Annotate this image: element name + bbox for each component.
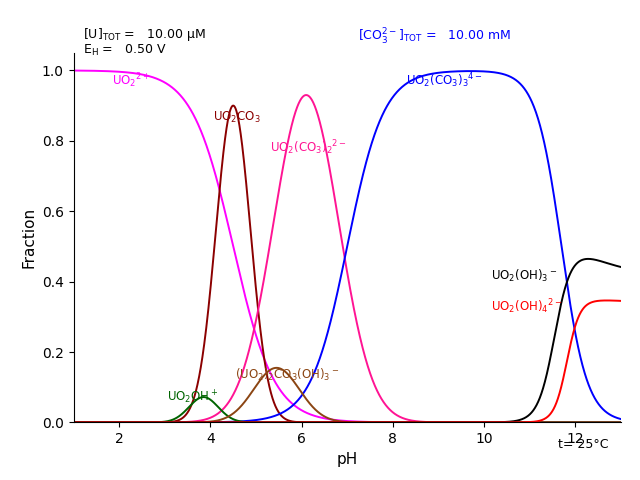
Text: t= 25°C: t= 25°C [557, 438, 608, 451]
Text: UO$_2$(OH)$_3$$^-$: UO$_2$(OH)$_3$$^-$ [491, 268, 557, 284]
Y-axis label: Fraction: Fraction [21, 207, 36, 268]
Text: UO$_2$$^{2+}$: UO$_2$$^{2+}$ [113, 72, 151, 90]
Text: (UO$_2$)$_2$CO$_3$(OH)$_3$$^-$: (UO$_2$)$_2$CO$_3$(OH)$_3$$^-$ [236, 367, 340, 383]
Text: $[\mathrm{CO}_3^{2-}]_{\mathrm{TOT}}$ =   10.00 mM: $[\mathrm{CO}_3^{2-}]_{\mathrm{TOT}}$ = … [358, 26, 511, 47]
Text: $[\mathrm{U}]_{\mathrm{TOT}}$ =   10.00 μM: $[\mathrm{U}]_{\mathrm{TOT}}$ = 10.00 μM [83, 26, 206, 43]
Text: UO$_2$CO$_3$: UO$_2$CO$_3$ [212, 110, 260, 125]
X-axis label: pH: pH [337, 452, 358, 467]
Text: UO$_2$(OH)$_4$$^{2-}$: UO$_2$(OH)$_4$$^{2-}$ [491, 297, 563, 315]
Text: UO$_2$(CO$_3$)$_2$$^{2-}$: UO$_2$(CO$_3$)$_2$$^{2-}$ [269, 139, 346, 157]
Text: UO$_2$OH$^+$: UO$_2$OH$^+$ [167, 389, 218, 407]
Text: UO$_2$(CO$_3$)$_3$$^{4-}$: UO$_2$(CO$_3$)$_3$$^{4-}$ [406, 72, 483, 90]
Text: $\mathrm{E}_{\mathrm{H}}$ =   0.50 V: $\mathrm{E}_{\mathrm{H}}$ = 0.50 V [83, 43, 167, 58]
